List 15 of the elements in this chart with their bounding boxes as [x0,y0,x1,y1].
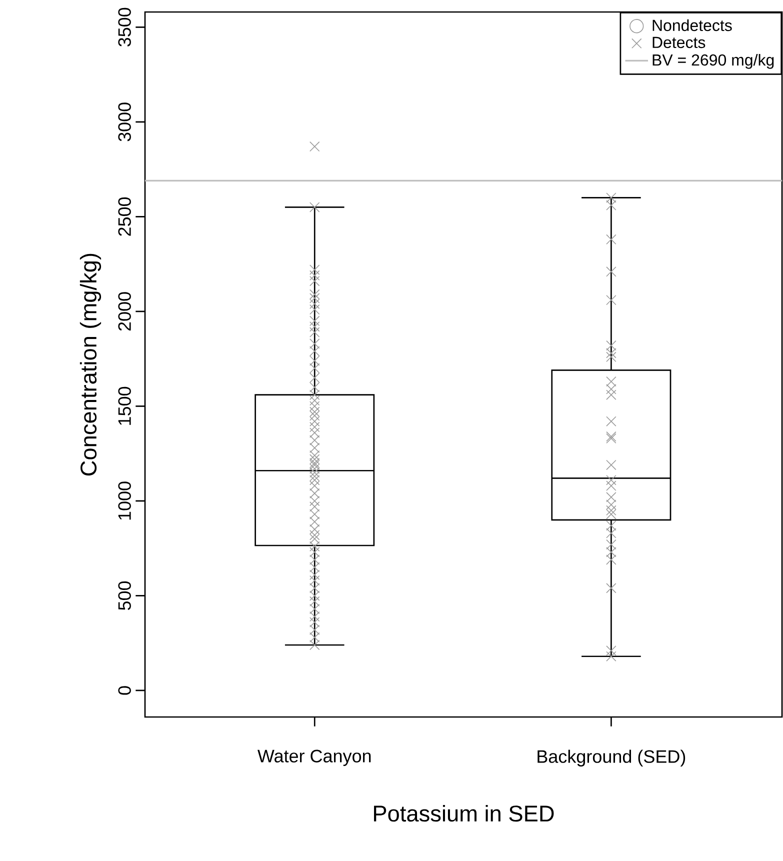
y-axis-title: Concentration (mg/kg) [80,254,102,476]
y-tick-label: 0 [118,686,131,695]
y-tick-label: 1500 [118,386,131,425]
y-tick-label: 500 [118,581,131,610]
y-tick-label: 1000 [118,482,131,520]
y-tick-label: 3000 [118,102,131,142]
legend-label: Detects [652,36,706,48]
y-tick-label: 2000 [118,292,131,331]
x-axis-title: Potassium in SED [374,804,554,822]
y-tick-label: 3500 [118,8,131,46]
x-tick-label: Background (SED) [538,750,686,766]
x-tick-label: Water Canyon [258,750,371,766]
y-tick-label: 2500 [118,197,131,236]
legend-label: Nondetects [652,19,732,32]
legend-label: BV = 2690 mg/kg [652,54,774,69]
